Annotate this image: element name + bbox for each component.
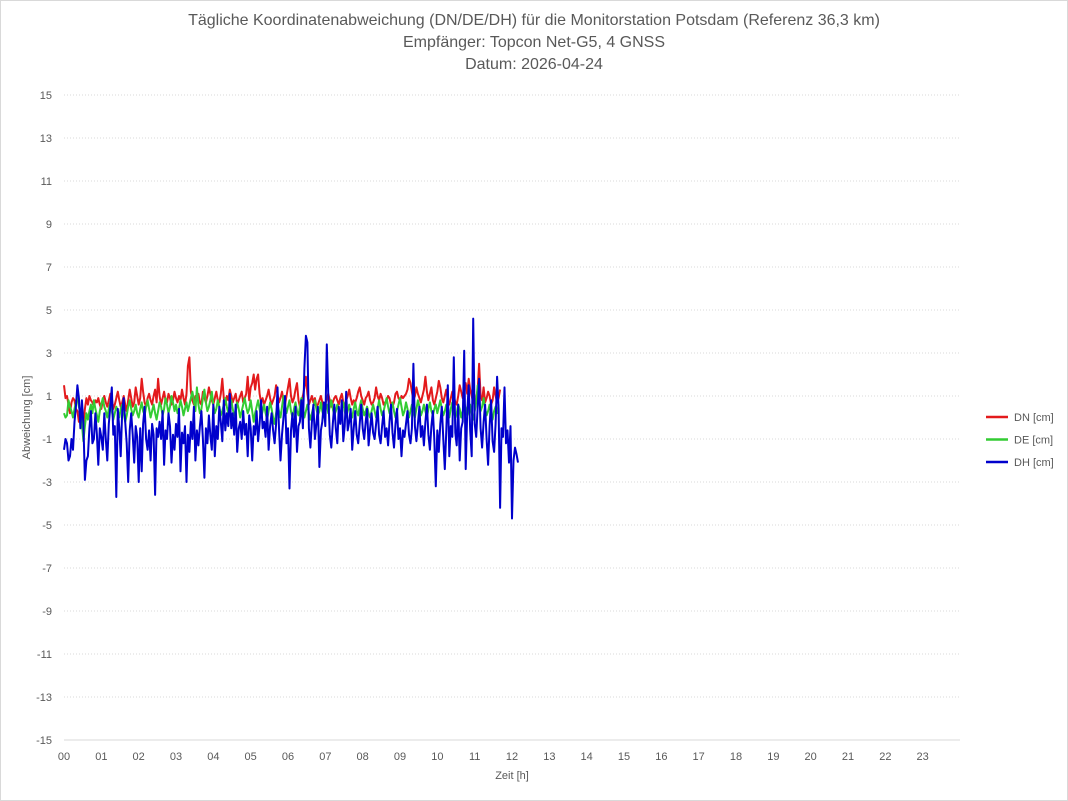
x-tick-label: 21 <box>842 751 854 763</box>
x-tick-labels: 00 01 02 03 04 05 06 07 08 09 10 11 12 13 14 15 16 17 18 19… <box>58 751 929 763</box>
y-tick-label: -3 <box>42 477 52 489</box>
legend-label: DH [cm] <box>1014 457 1054 469</box>
x-tick-label: 05 <box>245 751 257 763</box>
chart-date: Datum: 2026-04-24 <box>465 56 603 73</box>
series-lines <box>63 317 519 520</box>
x-tick-label: 14 <box>581 751 593 763</box>
y-tick-label: -5 <box>42 520 52 532</box>
y-tick-labels: 15 13 11 9 7 5 3 1 -1 -3 -5 -7 -9 -11 -13 -15 <box>36 90 52 747</box>
x-tick-label: 15 <box>618 751 630 763</box>
x-tick-label: 09 <box>394 751 406 763</box>
y-tick-label: 9 <box>46 219 52 231</box>
x-tick-label: 07 <box>319 751 331 763</box>
y-tick-label: -7 <box>42 563 52 575</box>
y-tick-label: 11 <box>41 176 52 188</box>
y-tick-label: -11 <box>37 649 52 661</box>
x-tick-label: 23 <box>917 751 929 763</box>
y-tick-label: 3 <box>46 348 52 360</box>
x-tick-label: 04 <box>207 751 219 763</box>
x-tick-label: 06 <box>282 751 294 763</box>
y-tick-label: 15 <box>40 90 52 102</box>
x-tick-label: 20 <box>805 751 817 763</box>
y-tick-label: 1 <box>46 391 52 403</box>
x-tick-label: 22 <box>879 751 891 763</box>
y-tick-label: -13 <box>36 692 52 704</box>
x-tick-label: 11 <box>469 751 480 763</box>
x-tick-label: 18 <box>730 751 742 763</box>
x-tick-label: 00 <box>58 751 70 763</box>
series-line-dn <box>63 356 502 425</box>
x-tick-label: 02 <box>133 751 145 763</box>
x-axis-title: Zeit [h] <box>495 770 529 782</box>
y-tick-label: -15 <box>36 735 52 747</box>
y-tick-label: 13 <box>40 133 52 145</box>
x-tick-label: 08 <box>357 751 369 763</box>
y-axis-title: Abweichung [cm] <box>21 376 33 460</box>
legend-label: DE [cm] <box>1014 435 1053 447</box>
x-tick-label: 01 <box>95 751 107 763</box>
x-tick-label: 16 <box>655 751 667 763</box>
chart-subtitle: Empfänger: Topcon Net-G5, 4 GNSS <box>402 34 666 51</box>
legend: DN [cm] DE [cm] DH [cm] <box>986 412 1054 469</box>
chart-titles: Tägliche Koordinatenabweichung (DN/DE/DH… <box>0 10 1068 76</box>
x-tick-label: 17 <box>693 751 705 763</box>
y-tick-label: 7 <box>46 262 52 274</box>
x-tick-label: 10 <box>431 751 443 763</box>
series-line-dh <box>63 317 519 520</box>
chart-title: Tägliche Koordinatenabweichung (DN/DE/DH… <box>188 12 880 29</box>
x-tick-label: 13 <box>543 751 555 763</box>
y-tick-label: -9 <box>42 606 52 618</box>
y-tick-label: 5 <box>46 305 52 317</box>
legend-label: DN [cm] <box>1014 412 1054 424</box>
x-tick-label: 19 <box>767 751 779 763</box>
y-tick-label: -1 <box>42 434 52 446</box>
x-tick-label: 03 <box>170 751 182 763</box>
x-tick-label: 12 <box>506 751 518 763</box>
